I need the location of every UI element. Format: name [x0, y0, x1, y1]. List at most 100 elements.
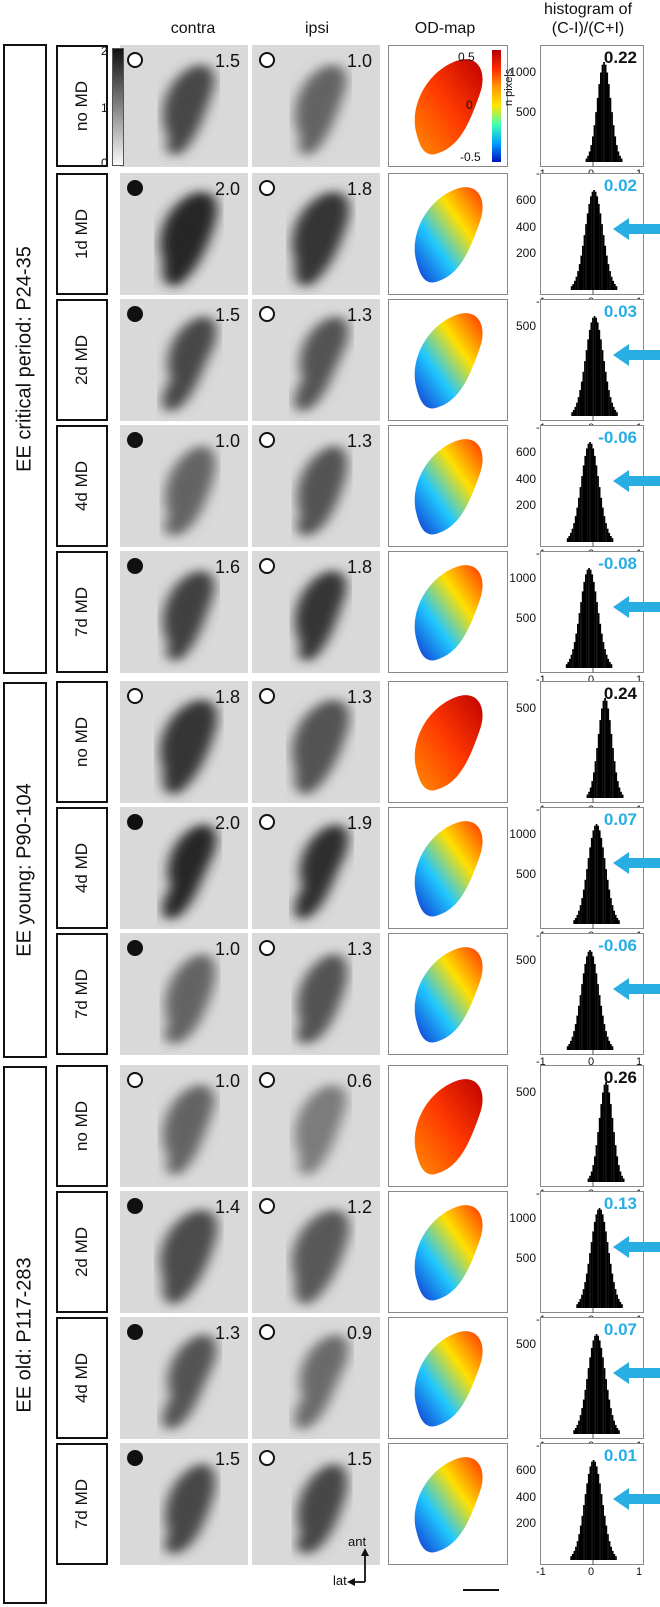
histogram-y-tick: 500 [515, 105, 536, 119]
shift-arrow-icon [613, 216, 660, 242]
od-map-image [414, 1079, 483, 1175]
ipsi-activity-blob [292, 699, 350, 795]
histogram-mean-value: 0.01 [603, 1446, 637, 1465]
contra-value: 1.4 [214, 1197, 240, 1217]
row-label: no MD [72, 1100, 91, 1152]
histogram-panel: 0.07 [540, 807, 660, 929]
contra-image-panel: 1.5 [120, 299, 248, 421]
histogram-bars [585, 62, 623, 167]
histogram-y-tick: 600 [515, 1463, 536, 1477]
od-map-panel [388, 425, 508, 547]
contra-eye-icon [127, 558, 143, 574]
contra-value: 1.3 [214, 1323, 240, 1343]
contra-eye-icon [127, 1324, 143, 1340]
histogram-mean-value: 0.03 [603, 302, 637, 321]
contra-image-panel: 1.0 [120, 425, 248, 547]
histogram-x-tick: -1 [536, 1566, 546, 1578]
ipsi-image-panel: 1.3 [252, 681, 380, 803]
od-map-image [414, 1205, 483, 1301]
contra-value: 1.5 [214, 305, 240, 325]
histogram-mean-value: 0.26 [603, 1068, 637, 1087]
histogram-y-tick: 500 [515, 1337, 536, 1351]
ipsi-image-panel: 0.9 [252, 1317, 380, 1439]
histogram-y-tick: 600 [515, 193, 536, 207]
orientation-ant-label: ant [348, 1534, 367, 1549]
ipsi-activity-blob [294, 824, 349, 920]
column-header-od-map: OD-map [414, 20, 476, 37]
histogram-mean-value: 0.07 [603, 1320, 637, 1339]
histogram-x-tick: -1 [536, 1056, 546, 1068]
histogram-panel: 0.26 [540, 1065, 644, 1187]
ipsi-image-panel: 1.3 [252, 933, 380, 1055]
od-map-image [414, 439, 483, 535]
contra-image-panel: 1.5 [120, 45, 248, 167]
contra-eye-icon [127, 432, 143, 448]
od-map-panel [388, 551, 508, 673]
contra-eye-icon [127, 1198, 143, 1214]
row-label-box: 4d MD [56, 425, 108, 547]
histogram-header-line1: histogram of [543, 1, 633, 18]
contra-eye-icon [127, 1450, 143, 1466]
group-label-critical-period: EE critical period: P24-35 [13, 246, 36, 472]
ipsi-value: 1.5 [346, 1449, 372, 1469]
histogram-y-tick: 500 [515, 1085, 536, 1099]
contra-image-panel: 1.3 [120, 1317, 248, 1439]
ipsi-value: 1.3 [346, 687, 372, 707]
contra-activity-blob [162, 824, 217, 920]
greyscale-colorbar [112, 48, 126, 166]
shift-arrow-icon [613, 1234, 660, 1260]
row-label: 7d MD [72, 1478, 91, 1530]
ipsi-eye-icon [259, 558, 275, 574]
contra-eye-icon [127, 1072, 143, 1088]
row-label-box: 2d MD [56, 1191, 108, 1313]
histogram-panel: -0.06 [540, 425, 660, 547]
ipsi-activity-blob [294, 1334, 349, 1430]
histogram-panel: 0.01 [540, 1443, 660, 1565]
od-map-panel [388, 681, 508, 803]
contra-image-panel: 1.0 [120, 933, 248, 1055]
orientation-arrows-icon [347, 1548, 369, 1586]
row-label: no MD [72, 80, 91, 132]
od-map-image [414, 1331, 483, 1427]
histogram-bars [570, 1460, 617, 1565]
group-box-young: EE young: P90-104 [3, 682, 47, 1058]
histogram-panel: -0.06 [540, 933, 660, 1055]
histogram-bars [566, 442, 614, 547]
row-label-box: 4d MD [56, 807, 108, 929]
histogram-panel: -0.08 [540, 551, 660, 673]
histogram-y-tick: 200 [515, 1516, 536, 1531]
row-label-box: no MD [56, 1065, 108, 1187]
ipsi-eye-icon [259, 1324, 275, 1340]
shift-arrow-icon [613, 976, 660, 1002]
histogram-bars [586, 698, 624, 803]
ipsi-eye-icon [259, 814, 275, 830]
ipsi-eye-icon [259, 432, 275, 448]
ipsi-image-panel: 1.2 [252, 1191, 380, 1313]
od-colorbar-label: n pixels [503, 68, 515, 106]
ipsi-value: 1.0 [346, 51, 372, 71]
contra-activity-blob [162, 570, 215, 662]
od-map-image [414, 1457, 483, 1553]
histogram-mean-value: -0.08 [598, 554, 637, 573]
contra-image-panel: 1.5 [120, 1443, 248, 1565]
histogram-x-tick: 1 [636, 674, 643, 686]
contra-activity-blob [162, 1084, 215, 1176]
histogram-y-tick: 1000 [509, 571, 536, 585]
ipsi-eye-icon [259, 1450, 275, 1466]
od-map-image [414, 565, 483, 661]
od-colorbar-tick-mid: 0 [466, 98, 473, 112]
histogram-mean-value: 0.13 [603, 1194, 637, 1213]
histogram-y-tick: 1000 [509, 827, 536, 841]
histogram-y-tick: 200 [515, 498, 536, 513]
row-label: 7d MD [72, 586, 91, 638]
histogram-x-tick: 1 [636, 1056, 643, 1068]
row-label-box: 7d MD [56, 1443, 108, 1565]
row-label-box: 4d MD [56, 1317, 108, 1439]
ipsi-eye-icon [259, 688, 275, 704]
row-label: 2d MD [72, 1226, 91, 1278]
contra-image-panel: 2.0 [120, 173, 248, 295]
ipsi-image-panel: 1.8 [252, 551, 380, 673]
histogram-panel: 0.02 [540, 173, 660, 295]
contra-value: 1.0 [214, 431, 240, 451]
column-header-ipsi: ipsi [304, 20, 329, 37]
